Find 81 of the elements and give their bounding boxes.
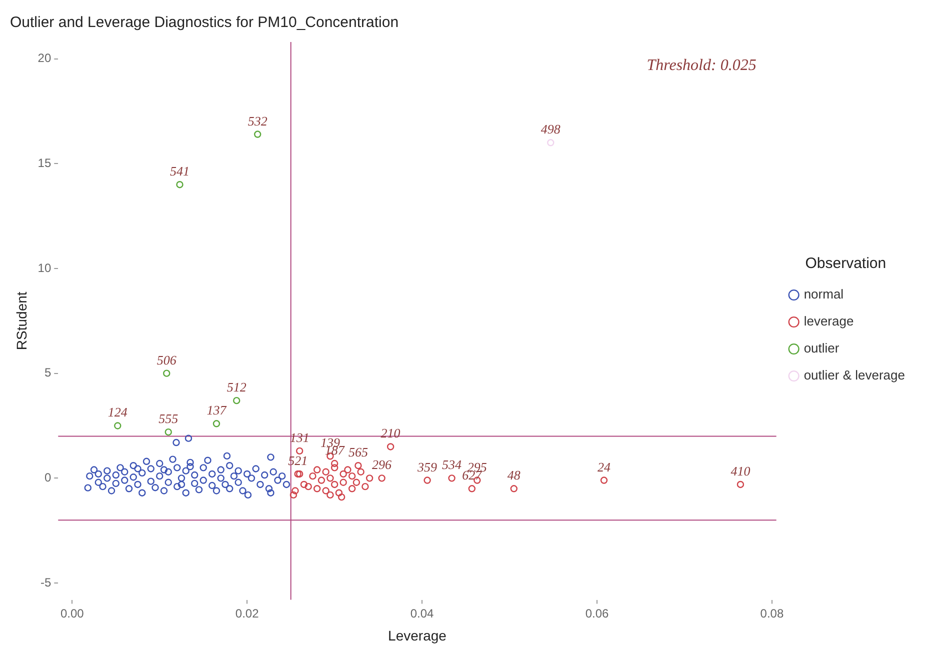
point [362, 482, 369, 490]
x-tick-label: 0.06 [585, 606, 610, 620]
y-axis-title: RStudent [13, 292, 30, 350]
annotation: 296 [372, 457, 392, 472]
point [366, 474, 374, 482]
point [330, 480, 338, 488]
chart-title: Outlier and Leverage Diagnostics for PM10_Concentration [10, 14, 399, 32]
point [468, 485, 476, 492]
point [164, 428, 172, 436]
point [290, 491, 298, 499]
point [322, 468, 330, 476]
y-tick-label: 5 [44, 366, 52, 380]
y-tick-label: 10 [38, 260, 52, 275]
point [313, 485, 321, 492]
point [547, 139, 554, 146]
legend-label: leverage [804, 314, 854, 329]
point [352, 478, 360, 486]
y-tick-label: 15 [38, 156, 52, 170]
point [114, 422, 122, 430]
point [736, 480, 744, 488]
x-tick-label: 0.04 [410, 606, 434, 620]
point [386, 443, 394, 450]
annotation: 555 [158, 411, 179, 426]
point [233, 396, 240, 404]
annotation: 359 [416, 459, 438, 474]
point [378, 474, 386, 482]
legend-title: Observation [805, 255, 886, 272]
annotation: 512 [226, 380, 247, 395]
point [294, 470, 302, 478]
annotation: 565 [348, 444, 368, 460]
point [212, 420, 220, 428]
point [348, 485, 356, 492]
annotation: 532 [248, 113, 268, 128]
point [510, 485, 518, 492]
point [357, 468, 364, 476]
point [348, 472, 356, 480]
point [176, 180, 184, 188]
annotation: 24 [598, 459, 611, 474]
annotation: 506 [156, 352, 177, 368]
point [340, 478, 347, 486]
point [338, 493, 346, 501]
annotation: Threshold: 0.025 [646, 57, 756, 74]
point [335, 489, 343, 496]
point [424, 476, 431, 484]
point [448, 474, 456, 482]
point [344, 466, 352, 474]
point [292, 487, 299, 494]
point [326, 474, 334, 482]
y-tick-label: 0 [44, 470, 52, 484]
point [330, 460, 338, 468]
annotation: 534 [442, 457, 462, 472]
point [354, 462, 362, 470]
point [163, 370, 170, 377]
point [296, 470, 304, 478]
x-tick-label: 0.00 [60, 606, 84, 620]
legend-label: outlier [804, 340, 840, 356]
x-tick-label: 0.02 [235, 606, 260, 620]
point [322, 487, 330, 494]
annotation: 410 [730, 463, 751, 478]
annotation: 541 [170, 164, 190, 179]
point [340, 470, 347, 478]
y-tick-label: -5 [40, 575, 52, 590]
point [600, 476, 608, 484]
legend-label: normal [804, 286, 844, 302]
x-axis-title: Leverage [388, 627, 447, 644]
point [313, 466, 321, 474]
annotation: 48 [507, 468, 521, 483]
annotation: 137 [206, 402, 227, 418]
point [296, 447, 304, 455]
y-tick-label: 20 [38, 51, 52, 66]
point [304, 482, 312, 490]
point [300, 480, 308, 488]
point [330, 464, 338, 472]
annotation: 124 [108, 404, 128, 420]
legend-label: outlier & leverage [804, 368, 906, 383]
annotation: 498 [540, 122, 561, 137]
point [318, 476, 326, 484]
x-tick-label: 0.08 [760, 606, 784, 620]
point [254, 130, 262, 138]
point [309, 472, 316, 480]
point [326, 491, 334, 499]
